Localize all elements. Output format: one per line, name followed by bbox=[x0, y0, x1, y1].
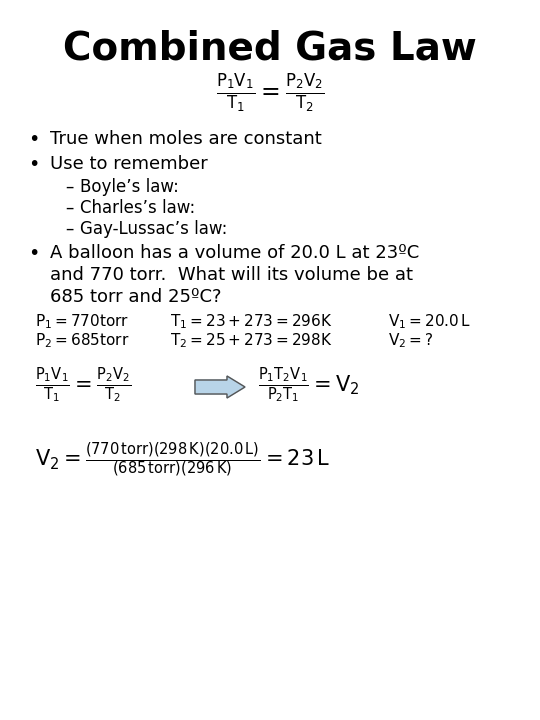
Text: $\mathregular{V_2 = \frac{(770\,torr)(298\,K)(20.0\,L)}{(685\,torr)(296\,K)} = 2: $\mathregular{V_2 = \frac{(770\,torr)(29… bbox=[35, 440, 330, 480]
Text: A balloon has a volume of 20.0 L at 23ºC: A balloon has a volume of 20.0 L at 23ºC bbox=[50, 244, 419, 262]
Text: Gay-Lussac’s law:: Gay-Lussac’s law: bbox=[80, 220, 227, 238]
FancyArrow shape bbox=[195, 376, 245, 398]
Text: –: – bbox=[65, 199, 73, 217]
Text: Charles’s law:: Charles’s law: bbox=[80, 199, 195, 217]
Text: –: – bbox=[65, 220, 73, 238]
Text: $\mathregular{P_2 = 685torr}$: $\mathregular{P_2 = 685torr}$ bbox=[35, 331, 130, 350]
Text: Boyle’s law:: Boyle’s law: bbox=[80, 178, 179, 196]
Text: Use to remember: Use to remember bbox=[50, 155, 208, 173]
Text: $\mathregular{T_2 = 25 + 273 = 298K}$: $\mathregular{T_2 = 25 + 273 = 298K}$ bbox=[170, 331, 333, 350]
Text: •: • bbox=[28, 155, 39, 174]
Text: $\mathregular{V_1 = 20.0\,L}$: $\mathregular{V_1 = 20.0\,L}$ bbox=[388, 312, 471, 330]
Text: and 770 torr.  What will its volume be at: and 770 torr. What will its volume be at bbox=[50, 266, 413, 284]
Text: $\mathregular{\frac{P_1V_1}{T_1} = \frac{P_2V_2}{T_2}}$: $\mathregular{\frac{P_1V_1}{T_1} = \frac… bbox=[35, 365, 131, 405]
Text: $\mathregular{T_1 = 23 + 273 = 296K}$: $\mathregular{T_1 = 23 + 273 = 296K}$ bbox=[170, 312, 333, 330]
Text: $\mathregular{\frac{P_1T_2V_1}{P_2T_1} = V_2}$: $\mathregular{\frac{P_1T_2V_1}{P_2T_1} =… bbox=[258, 365, 360, 405]
Text: $\mathregular{\frac{P_1V_1}{T_1} = \frac{P_2V_2}{T_2}}$: $\mathregular{\frac{P_1V_1}{T_1} = \frac… bbox=[215, 72, 325, 115]
Text: •: • bbox=[28, 244, 39, 263]
Text: $\mathregular{P_1 = 770torr}$: $\mathregular{P_1 = 770torr}$ bbox=[35, 312, 129, 330]
Text: Combined Gas Law: Combined Gas Law bbox=[63, 30, 477, 68]
Text: –: – bbox=[65, 178, 73, 196]
Text: •: • bbox=[28, 130, 39, 149]
Text: True when moles are constant: True when moles are constant bbox=[50, 130, 322, 148]
Text: 685 torr and 25ºC?: 685 torr and 25ºC? bbox=[50, 288, 221, 306]
Text: $\mathregular{V_2 = ?}$: $\mathregular{V_2 = ?}$ bbox=[388, 331, 434, 350]
